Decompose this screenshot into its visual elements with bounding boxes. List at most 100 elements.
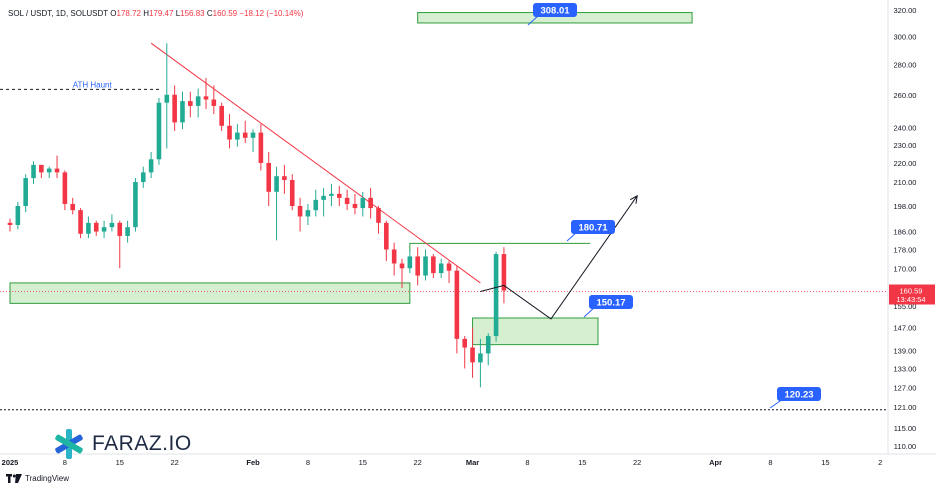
low-label: L: [175, 9, 181, 18]
candle-body: [195, 96, 201, 106]
candle-body: [31, 164, 36, 179]
y-tick-label: 147.00: [894, 324, 917, 333]
candle-body: [407, 256, 413, 269]
faraz-star-icon: [55, 429, 83, 459]
candle-body: [446, 263, 452, 271]
candle-body: [501, 254, 507, 291]
candle-body: [242, 132, 248, 138]
label-308-box: [533, 3, 577, 17]
symbol-label[interactable]: SOL / USDT, 1D, SOLUSDT: [8, 9, 109, 18]
candle-body: [423, 256, 428, 276]
x-tick-label: Apr: [709, 458, 722, 467]
y-tick-label: 155.00: [894, 302, 917, 311]
candle-body: [478, 353, 483, 363]
candle-body: [360, 197, 366, 209]
candle-body: [493, 254, 499, 337]
y-tick-label: 300.00: [894, 32, 917, 41]
candle-body: [109, 222, 115, 228]
candle-body: [344, 197, 350, 204]
candle-body: [384, 222, 389, 250]
x-tick-label: 2025: [2, 458, 19, 467]
y-tick-label: 198.00: [894, 202, 917, 211]
demand-zone-1: [9, 282, 411, 304]
symbol-header: SOL / USDT, 1D, SOLUSDT O178.72 H179.47 …: [8, 9, 303, 18]
candle-body: [54, 168, 60, 173]
y-tick-label: 280.00: [894, 61, 917, 70]
y-tick-label: 186.00: [894, 228, 917, 237]
candle-body: [376, 208, 381, 223]
candle-body: [313, 199, 319, 211]
y-tick-label: 178.00: [894, 245, 917, 254]
y-tick-label: 220.00: [894, 159, 917, 168]
candle-body: [399, 263, 405, 269]
high-value: 179.47: [148, 9, 174, 18]
projection-arrowhead: [629, 194, 638, 204]
candle-body: [250, 132, 256, 138]
logo-text: FARAZ.IO: [92, 432, 192, 455]
candle-body: [431, 256, 436, 274]
candle-body: [70, 203, 76, 211]
x-tick-label: 22: [170, 458, 178, 467]
high-label: H: [143, 9, 149, 18]
candle-body: [485, 336, 491, 354]
label-150-text: 150.17: [596, 298, 625, 309]
candle-body: [15, 206, 21, 226]
tradingview-footer[interactable]: TradingView: [6, 474, 69, 483]
open-value: 178.72: [116, 9, 141, 18]
low-value: 156.83: [180, 9, 205, 18]
x-tick-label: 15: [821, 458, 829, 467]
x-tick-label: 8: [768, 458, 772, 467]
y-tick-label: 133.00: [894, 364, 917, 373]
x-tick-label: 15: [116, 458, 124, 467]
candle-body: [454, 270, 460, 339]
label-120-text: 120.23: [784, 390, 813, 401]
candle-body: [391, 249, 397, 264]
label-120-box: [777, 387, 821, 401]
current-price-tag: [889, 284, 935, 305]
candle-body: [46, 168, 52, 173]
y-tick-label: 210.00: [894, 178, 917, 187]
candle-body: [227, 125, 232, 140]
candle-body: [352, 203, 358, 209]
demand-zone-2: [472, 317, 599, 346]
candle-body: [470, 347, 475, 363]
candle-body: [188, 101, 193, 106]
y-tick-label: 230.00: [894, 141, 917, 150]
x-tick-label: 15: [359, 458, 367, 467]
resistance-trendline: [150, 42, 481, 284]
candle-body: [415, 256, 420, 276]
x-tick-label: Mar: [466, 458, 479, 467]
x-tick-label: 8: [306, 458, 310, 467]
countdown-value: 13:43:54: [896, 295, 925, 304]
x-tick-label: 22: [414, 458, 422, 467]
candle-body: [39, 164, 44, 173]
x-tick-label: 2: [878, 458, 882, 467]
close-label: C: [206, 9, 213, 18]
open-label: O: [110, 9, 117, 18]
candle-body: [274, 176, 279, 192]
candle-body: [329, 193, 334, 196]
ath-label: ATH Haunt: [73, 80, 113, 89]
x-tick-label: 22: [633, 458, 641, 467]
candle-body: [172, 94, 177, 123]
candle-body: [321, 195, 326, 200]
close-value: 160.59: [212, 9, 238, 18]
candle-body: [140, 172, 146, 182]
x-tick-label: 8: [63, 458, 67, 467]
candle-body: [336, 193, 342, 198]
y-tick-label: 121.00: [894, 403, 917, 412]
candle-body: [235, 132, 240, 140]
change-value: −18.12 (−10.14%): [239, 9, 304, 18]
candle-body: [289, 180, 295, 207]
candle-body: [164, 94, 170, 103]
candle-body: [305, 210, 311, 217]
x-tick-label: 15: [578, 458, 586, 467]
candle-body: [211, 99, 217, 106]
candle-body: [266, 162, 272, 192]
tradingview-logo-icon: [6, 474, 22, 483]
candle-body: [133, 181, 138, 228]
candle-body: [117, 222, 123, 236]
candle-body: [62, 172, 68, 204]
